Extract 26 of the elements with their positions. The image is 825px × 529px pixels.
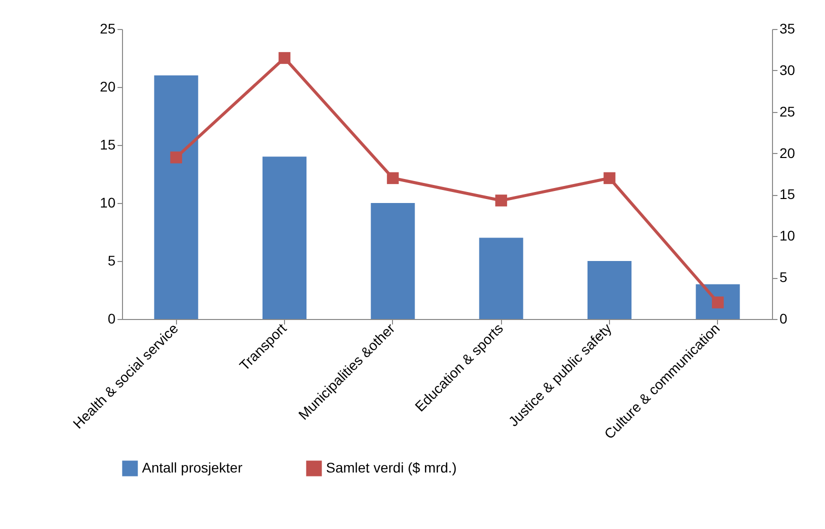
y-tick-label: 25 bbox=[100, 20, 116, 36]
point bbox=[495, 194, 508, 206]
y2-tick-label: 35 bbox=[780, 20, 796, 36]
y-tick-label: 0 bbox=[108, 310, 116, 326]
y-tick-label: 5 bbox=[108, 252, 116, 268]
y2-tick-label: 30 bbox=[780, 62, 796, 78]
y2-tick-label: 25 bbox=[780, 103, 796, 120]
point bbox=[386, 172, 399, 184]
y2-tick-label: 5 bbox=[780, 269, 788, 286]
y2-tick-label: 20 bbox=[780, 144, 796, 161]
bar bbox=[588, 261, 632, 319]
point bbox=[170, 152, 182, 164]
bar bbox=[154, 75, 198, 319]
bar bbox=[262, 156, 306, 319]
point bbox=[604, 172, 616, 184]
legend-label: Samlet verdi ($ mrd.) bbox=[326, 459, 457, 476]
y2-tick-label: 10 bbox=[780, 228, 796, 244]
bar bbox=[370, 203, 415, 319]
y-tick-label: 20 bbox=[100, 78, 116, 94]
y-tick-label: 15 bbox=[100, 136, 116, 152]
bar bbox=[479, 238, 524, 319]
y2-tick-label: 0 bbox=[780, 310, 788, 326]
y-tick-label: 10 bbox=[100, 194, 116, 210]
y2-tick-label: 15 bbox=[780, 186, 796, 202]
point bbox=[278, 52, 290, 64]
legend-label: Antall prosjekter bbox=[142, 459, 243, 476]
